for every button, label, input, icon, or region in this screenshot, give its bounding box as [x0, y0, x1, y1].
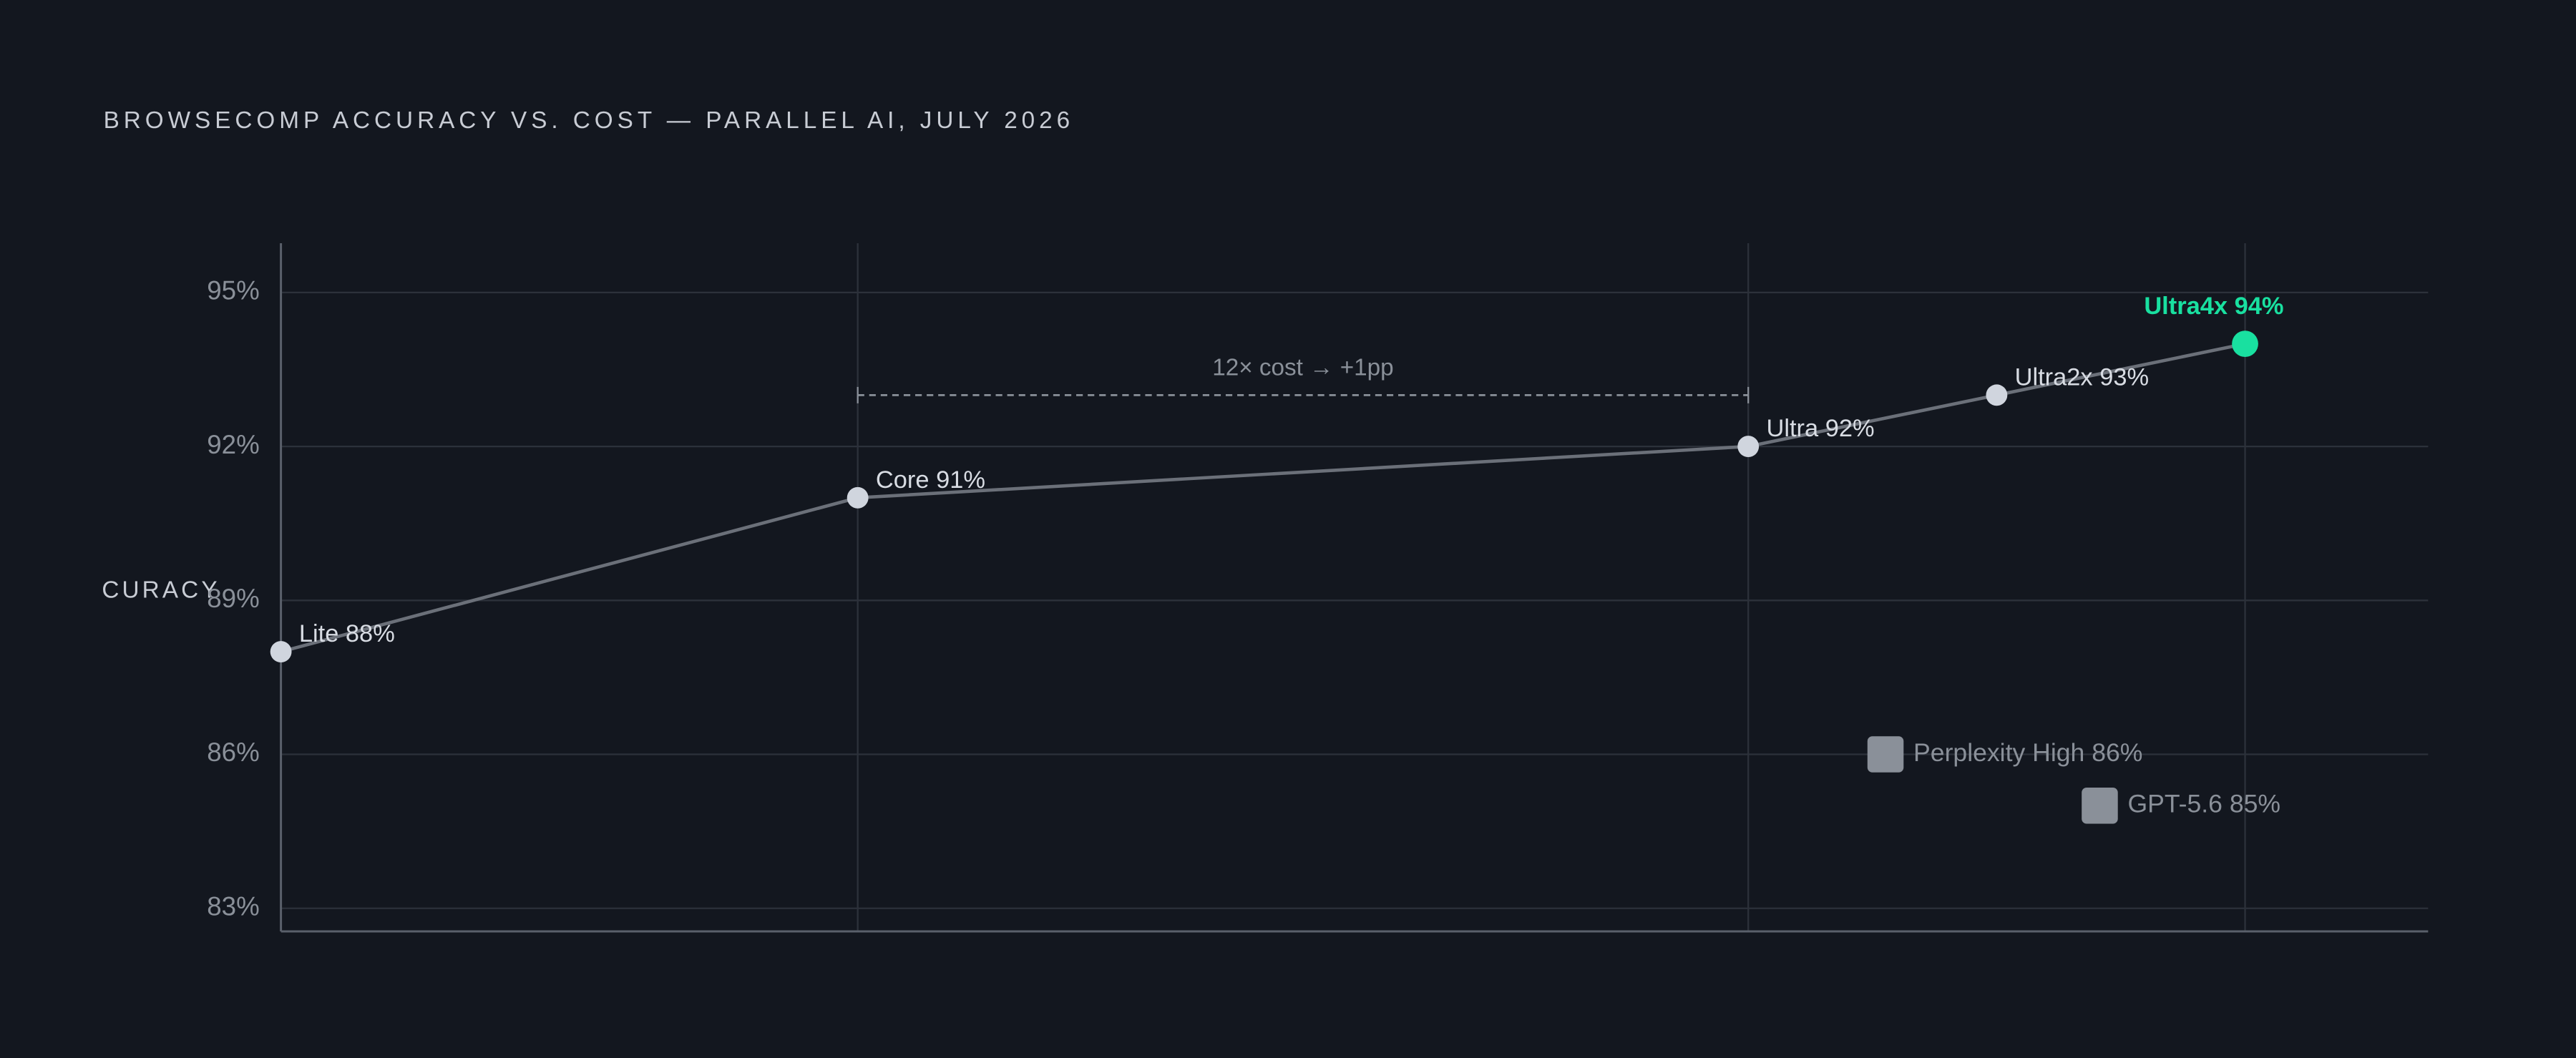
- data-label: Ultra 92%: [1766, 415, 1874, 442]
- x-tick-label: $300: [1719, 949, 1777, 979]
- marker: [1867, 736, 1904, 773]
- x-tick-label: $25: [836, 949, 879, 979]
- marker: [1986, 384, 2008, 406]
- marker: [2082, 787, 2118, 824]
- series-line: [280, 342, 2245, 654]
- x-tick-label: $5: [266, 949, 296, 979]
- x-tick-label: $1,200: [2205, 949, 2285, 979]
- data-label: GPT-5.6 85%: [2127, 790, 2280, 818]
- marker: [2232, 330, 2258, 357]
- y-axis-label: CURACY: [102, 577, 220, 604]
- data-label: Perplexity High 86%: [1913, 738, 2142, 767]
- marker: [847, 486, 869, 509]
- chart-title: BROWSECOMP ACCURACY VS. COST — PARALLEL …: [104, 107, 1074, 134]
- y-tick-label: 86%: [207, 738, 259, 767]
- y-tick-label: 95%: [207, 276, 259, 305]
- data-label: Lite 88%: [299, 620, 395, 647]
- marker: [1737, 436, 1760, 458]
- y-tick-label: 92%: [207, 430, 259, 459]
- y-tick-label: 83%: [207, 891, 259, 921]
- data-label: Ultra4x 94%: [2144, 293, 2283, 320]
- y-tick-label: 89%: [207, 584, 259, 613]
- annotation-text: 12× cost → +1pp: [1212, 354, 1393, 381]
- data-label: Ultra2x 93%: [2015, 363, 2149, 391]
- marker: [270, 641, 292, 662]
- data-label: Core 91%: [876, 466, 985, 494]
